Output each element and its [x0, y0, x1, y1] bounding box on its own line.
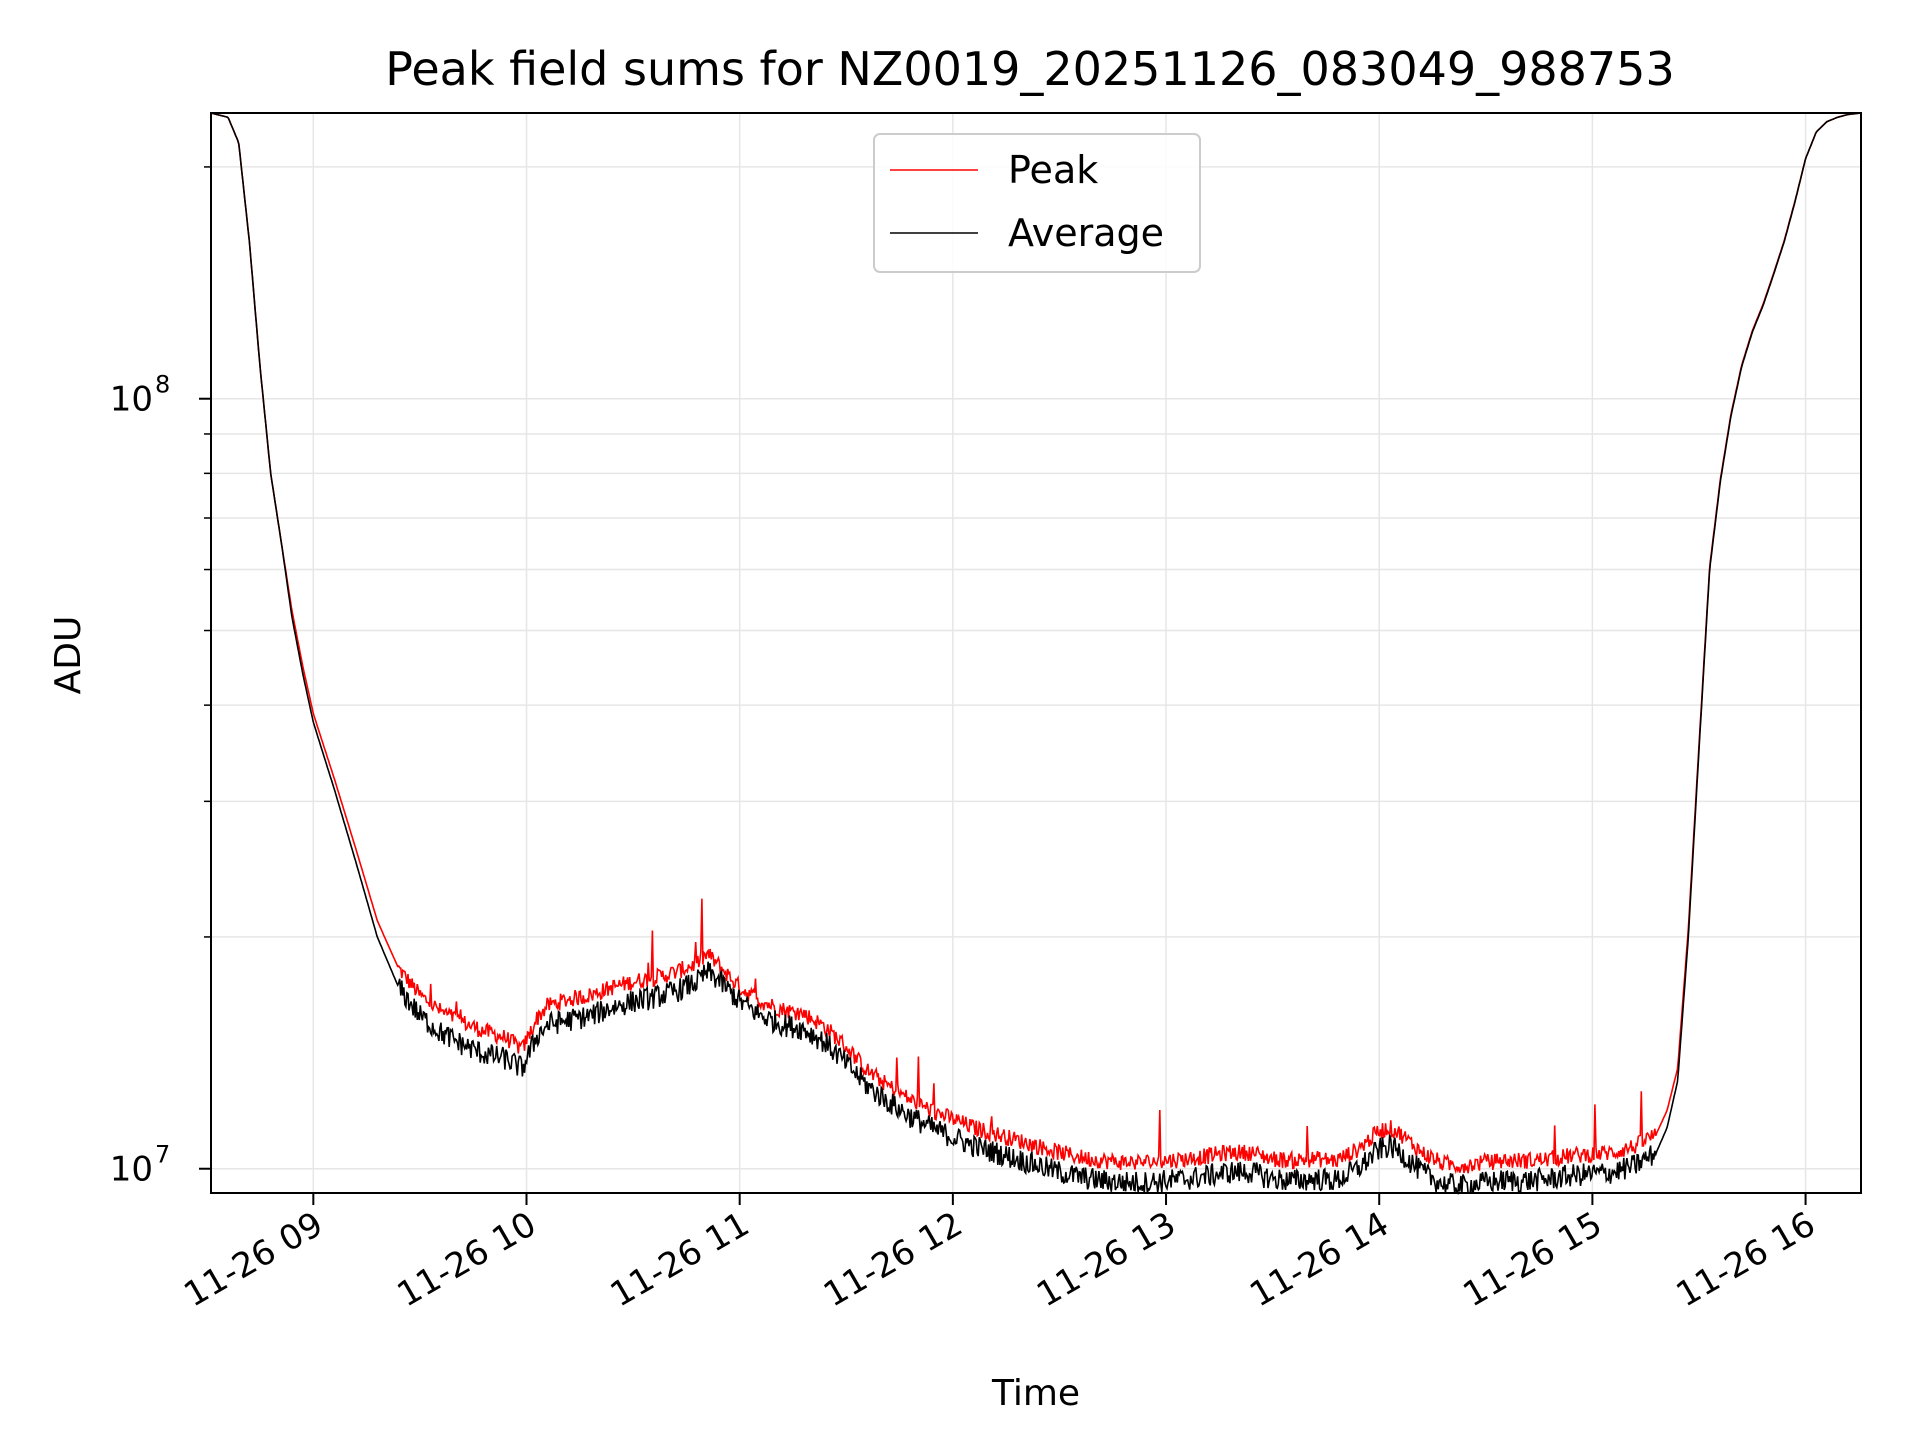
- chart-title: Peak field sums for NZ0019_20251126_0830…: [385, 42, 1674, 96]
- series-line-peak: [210, 112, 1862, 1175]
- legend-label-peak: Peak: [1008, 148, 1098, 192]
- legend: Peak Average: [873, 133, 1201, 273]
- plot-frame: [210, 112, 1862, 1194]
- series-line-average: [210, 112, 1862, 1195]
- x-axis-label: Time: [991, 1373, 1080, 1414]
- y-tick-label: 10: [110, 1150, 153, 1190]
- y-axis-label: ADU: [48, 616, 89, 695]
- plot-area: [210, 112, 1862, 1195]
- y-tick-label: 10: [110, 380, 153, 420]
- y-tick-label-exponent: 7: [155, 1141, 170, 1169]
- y-tick-label-exponent: 8: [155, 371, 170, 399]
- legend-label-average: Average: [1008, 211, 1164, 255]
- legend-box: [873, 133, 1201, 273]
